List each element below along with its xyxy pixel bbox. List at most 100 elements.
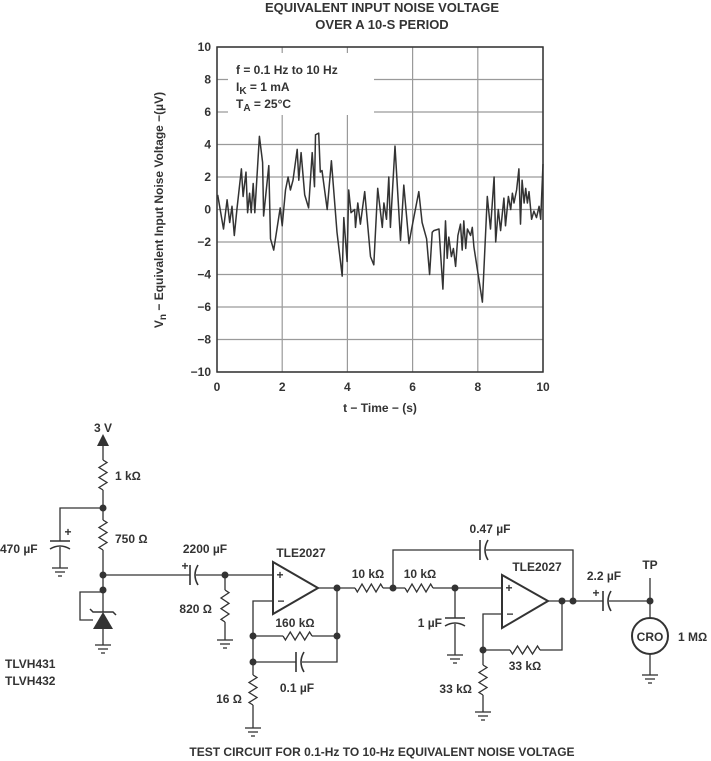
resistor-icon	[97, 519, 109, 551]
x-tick-label: 4	[344, 380, 351, 394]
wire	[540, 601, 563, 651]
ground-icon	[95, 644, 111, 654]
r4-label: 160 kΩ	[275, 616, 314, 630]
circuit-wiring	[59, 446, 651, 728]
resistor-icon	[219, 589, 231, 623]
c6-plus-sign: +	[592, 586, 599, 600]
zener-cathode-bar	[89, 608, 117, 616]
junction-dot	[99, 571, 107, 579]
y-tick-label: −6	[197, 300, 211, 314]
supply-label: 3 V	[94, 421, 112, 435]
y-tick-label: 2	[204, 170, 211, 184]
r9-label: 33 kΩ	[439, 682, 472, 696]
plot-frame	[216, 46, 544, 373]
ground-icon	[217, 639, 233, 649]
r5-label: 16 Ω	[216, 692, 242, 706]
opamp2-symbol	[501, 573, 551, 630]
x-axis-label: t − Time − (s)	[343, 401, 417, 415]
junction-dot	[646, 597, 654, 605]
x-tick-label: 0	[214, 380, 221, 394]
cro-label: CRO	[637, 630, 664, 644]
cro-symbol	[631, 617, 669, 655]
resistor-icon	[404, 582, 434, 594]
opamp2-minus-input: −	[506, 607, 513, 621]
junction-dot	[249, 632, 257, 640]
x-tick-label: 8	[474, 380, 481, 394]
c1-label: 470 µF	[0, 542, 38, 556]
resistor-icon	[477, 664, 489, 696]
junction-dot	[451, 584, 459, 592]
tick-labels: −10 −8 −6 −4 −2 0 2 4 6 8 10 0 2 4 6 8 10	[191, 40, 550, 394]
opamp1-symbol	[272, 560, 320, 616]
x-tick-label: 10	[536, 380, 550, 394]
capacitor-icon	[602, 590, 612, 612]
chart-title-line-1: EQUIVALENT INPUT NOISE VOLTAGE	[265, 0, 499, 15]
capacitor-icon	[444, 617, 466, 627]
capacitor-icon	[189, 564, 199, 586]
r2-label: 750 Ω	[115, 532, 148, 546]
junction-dot	[558, 597, 566, 605]
circuit-components	[49, 459, 658, 737]
resistor-icon	[247, 674, 259, 706]
ref-part-label-2: TLVH432	[5, 674, 56, 688]
y-axis-label: Vn − Equivalent Input Noise Voltage −(µV…	[152, 92, 169, 328]
resistor-icon	[282, 630, 313, 642]
test-circuit: 3 V 1 kΩ 750 Ω 470 µF 2200 µF 820 Ω TLVH…	[0, 421, 707, 759]
opamp2-plus-input: +	[505, 581, 512, 595]
wire	[302, 588, 338, 663]
y-tick-label: 0	[204, 203, 211, 217]
r7-label: 10 kΩ	[404, 567, 437, 581]
ground-icon	[52, 567, 68, 577]
ground-icon	[642, 674, 658, 684]
opamp1-minus-input: −	[277, 594, 284, 608]
wire	[482, 613, 502, 665]
opamp1-label: TLE2027	[276, 546, 326, 560]
y-tick-label: −10	[191, 365, 212, 379]
supply-arrow-icon	[97, 434, 109, 446]
c1-plus-sign: +	[64, 525, 71, 539]
y-tick-label: 4	[204, 138, 211, 152]
annotation-temperature: TA = 25°C	[236, 97, 291, 114]
c6-label: 2.2 µF	[587, 569, 621, 583]
resistor-icon	[354, 582, 384, 594]
resistor-icon	[97, 459, 109, 491]
y-tick-label: 6	[204, 105, 211, 119]
zener-diode-icon	[93, 612, 113, 629]
c3-label: 0.1 µF	[280, 681, 314, 695]
opamp2-label: TLE2027	[512, 560, 562, 574]
resistor-icon	[509, 644, 541, 656]
wire	[252, 600, 273, 675]
cro-impedance-label: 1 MΩ	[678, 630, 707, 644]
r1-label: 1 kΩ	[115, 469, 141, 483]
junction-dot	[479, 646, 487, 654]
chart-title-line-2: OVER A 10-S PERIOD	[315, 17, 448, 32]
x-tick-label: 2	[279, 380, 286, 394]
wire	[59, 507, 103, 541]
y-tick-label: −8	[197, 333, 211, 347]
r6-label: 10 kΩ	[352, 567, 385, 581]
wire	[79, 591, 103, 621]
noise-chart: EQUIVALENT INPUT NOISE VOLTAGE OVER A 10…	[152, 0, 550, 415]
junction-dot	[249, 658, 257, 666]
junction-dot	[221, 571, 229, 579]
ground-icon	[447, 654, 463, 664]
c4-label: 0.47 µF	[470, 522, 511, 536]
c2-plus-sign: +	[181, 559, 188, 573]
c5-label: 1 µF	[418, 616, 442, 630]
ground-icon	[475, 711, 491, 721]
test-point-label: TP	[642, 558, 657, 572]
annotation-frequency: f = 0.1 Hz to 10 Hz	[236, 63, 338, 77]
circuit-caption: TEST CIRCUIT FOR 0.1-Hz TO 10-Hz EQUIVAL…	[189, 745, 574, 759]
capacitor-icon	[295, 651, 305, 673]
junction-dot	[333, 584, 341, 592]
y-tick-label: 8	[204, 73, 211, 87]
y-tick-label: −4	[197, 268, 211, 282]
junction-dot	[99, 504, 107, 512]
ref-part-label-1: TLVH431	[5, 657, 56, 671]
junction-dot	[99, 586, 107, 594]
annotation-current: IK = 1 mA	[236, 80, 290, 97]
ground-icon	[245, 727, 261, 737]
capacitor-icon	[479, 539, 489, 561]
capacitor-icon	[49, 540, 71, 550]
junction-dot	[333, 632, 341, 640]
